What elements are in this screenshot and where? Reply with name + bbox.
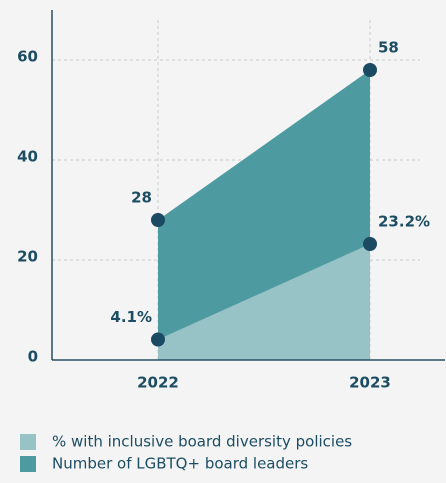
marker: [151, 213, 165, 227]
marker: [363, 63, 377, 77]
legend-swatch: [20, 456, 36, 472]
area: [158, 244, 370, 360]
x-tick-label: 2023: [349, 374, 391, 392]
data-label: 58: [378, 39, 399, 57]
marker: [363, 237, 377, 251]
marker: [151, 332, 165, 347]
data-label: 23.2%: [378, 213, 430, 231]
legend-label: % with inclusive board diversity policie…: [52, 433, 352, 451]
x-tick-label: 2022: [137, 374, 179, 392]
y-tick-label: 60: [17, 48, 38, 66]
y-tick-label: 20: [17, 248, 38, 266]
y-tick-label: 0: [28, 348, 38, 366]
legend-label: Number of LGBTQ+ board leaders: [52, 455, 308, 473]
y-tick-label: 40: [17, 148, 38, 166]
data-label: 28: [131, 189, 152, 207]
legend-swatch: [20, 434, 36, 450]
data-label: 4.1%: [110, 308, 152, 326]
